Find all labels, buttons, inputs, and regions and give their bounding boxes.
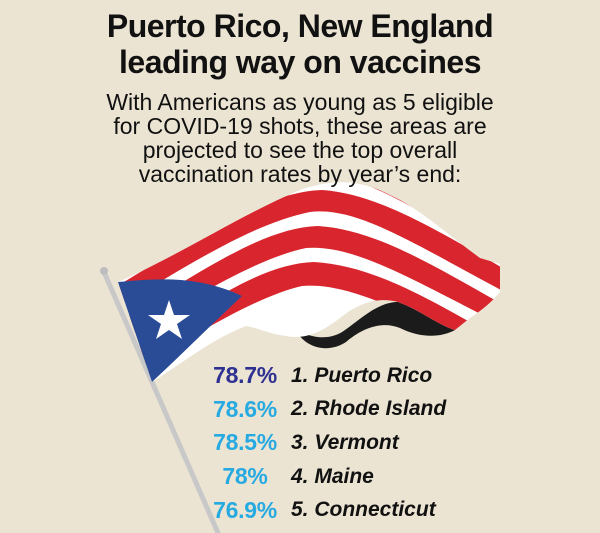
flag-fold-shadow <box>290 301 455 349</box>
ranking-area-name: 2. Rhode Island <box>291 397 447 421</box>
subheadline: With Americans as young as 5 eligible fo… <box>0 90 600 186</box>
ranking-area-name: 1. Puerto Rico <box>291 363 433 387</box>
subheadline-line-4: vaccination rates by year’s end: <box>138 161 462 187</box>
headline: Puerto Rico, New England leading way on … <box>0 8 600 80</box>
ranking-row: 78.6% 2. Rhode Island <box>203 393 583 427</box>
ranking-area-name: 3. Vermont <box>291 430 399 454</box>
flag-triangle <box>118 279 242 382</box>
ranking-row: 78.5% 3. Vermont <box>203 426 583 460</box>
subheadline-line-2: for COVID-19 shots, these areas are <box>113 113 487 139</box>
ranking-row: 78% 4. Maine <box>203 460 583 494</box>
ranking-row: 76.9% 5. Connecticut <box>203 493 583 527</box>
white-star-icon <box>148 300 190 339</box>
ranking-value: 78% <box>222 463 268 490</box>
subheadline-line-3: projected to see the top overall <box>142 137 458 163</box>
ranking-value: 78.5% <box>213 429 277 456</box>
flagpole-icon <box>101 269 221 533</box>
ranking-area-name: 5. Connecticut <box>291 498 436 522</box>
ranking-value: 78.6% <box>213 395 277 422</box>
headline-line-1: Puerto Rico, New England <box>106 8 494 44</box>
ranking-row: 78.7% 1. Puerto Rico <box>203 359 583 393</box>
subheadline-line-1: With Americans as young as 5 eligible <box>106 89 494 115</box>
ranking-list: 78.7% 1. Puerto Rico 78.6% 2. Rhode Island 7… <box>203 359 583 527</box>
flagpole-finial <box>100 267 108 275</box>
ranking-area-name: 4. Maine <box>291 464 374 488</box>
headline-line-2: leading way on vaccines <box>119 44 481 80</box>
ranking-value: 78.7% <box>213 362 277 389</box>
ranking-value: 76.9% <box>213 496 277 523</box>
